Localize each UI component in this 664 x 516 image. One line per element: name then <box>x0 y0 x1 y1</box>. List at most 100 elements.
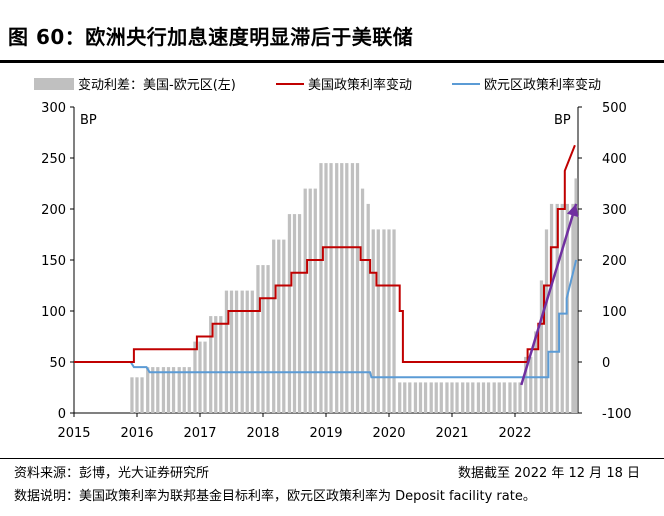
spread-bar <box>508 382 512 413</box>
spread-bar <box>539 280 544 413</box>
figure-title: 图 60：欧洲央行加息速度明显滞后于美联储 <box>8 25 414 49</box>
spread-bar <box>392 229 396 413</box>
spread-bar <box>209 316 213 413</box>
left-tick-label: 0 <box>58 407 66 422</box>
left-tick-label: 300 <box>41 101 66 116</box>
spread-bar <box>398 382 402 413</box>
spread-bar <box>403 382 407 413</box>
spread-bar <box>308 188 312 413</box>
spread-bar <box>261 265 265 413</box>
x-tick-label: 2019 <box>309 426 342 441</box>
spread-bar <box>486 382 491 413</box>
spread-bar <box>560 203 564 413</box>
title-rule <box>0 60 664 63</box>
spread-bar <box>177 367 181 413</box>
date-note: 数据截至 2022 年 12 月 18 日 <box>458 466 640 481</box>
spread-bar <box>130 377 134 413</box>
left-tick-label: 250 <box>41 152 66 167</box>
spread-bar <box>313 188 317 413</box>
left-tick-label: 200 <box>41 203 66 218</box>
spread-bar <box>256 265 260 413</box>
x-tick-label: 2021 <box>435 426 468 441</box>
spread-bar <box>287 214 292 413</box>
legend-label-us: 美国政策利率变动 <box>308 77 412 93</box>
x-tick-label: 2016 <box>120 426 153 441</box>
spread-bar <box>135 377 139 413</box>
spread-bar <box>198 341 202 413</box>
chart-legend: 变动利差：美国-欧元区(左) 美国政策利率变动 欧元区政策利率变动 <box>34 77 601 93</box>
x-tick-label: 2015 <box>57 426 90 441</box>
legend-label-eu: 欧元区政策利率变动 <box>484 77 601 93</box>
spread-bar <box>371 229 375 413</box>
spread-bar <box>360 188 365 413</box>
left-tick-label: 100 <box>41 305 66 320</box>
spread-bar <box>193 341 197 413</box>
spread-bar <box>466 382 470 413</box>
chart-axes: 0 50 100 150 200 250 300 -100 0 100 200 300 400 500 20… <box>41 101 631 441</box>
spread-bar <box>303 188 307 413</box>
spread-bar <box>461 382 465 413</box>
eu-rate-line <box>74 259 578 379</box>
trend-arrow-head <box>566 203 579 218</box>
right-tick-label: 300 <box>602 203 627 218</box>
spread-bar <box>324 163 328 413</box>
spread-bar <box>340 163 344 413</box>
spread-bar <box>544 229 549 413</box>
x-tick-label: 2017 <box>183 426 216 441</box>
spread-bar <box>513 382 517 413</box>
spread-bar <box>219 316 223 413</box>
spread-bar <box>418 382 423 413</box>
spread-bar <box>382 229 386 413</box>
spread-bar <box>161 367 166 413</box>
spread-bar <box>319 163 323 413</box>
spread-bar <box>439 382 443 413</box>
us-rate-line <box>74 144 576 363</box>
footer-rule <box>0 458 664 459</box>
spread-bar <box>413 382 418 413</box>
right-unit-label: BP <box>554 113 571 128</box>
spread-bar <box>408 382 412 413</box>
source-note: 资料来源：彭博，光大证券研究所 <box>14 466 210 481</box>
spread-bar <box>387 229 391 413</box>
spread-bar <box>471 382 475 413</box>
spread-bar <box>171 367 176 413</box>
right-tick-label: 400 <box>602 152 627 167</box>
spread-bar <box>574 178 578 413</box>
spread-bar <box>214 316 218 413</box>
spread-bar <box>240 290 244 413</box>
spread-bar <box>366 203 370 413</box>
spread-bar <box>277 239 281 413</box>
spread-bar <box>329 163 333 413</box>
spread-bar <box>429 382 433 413</box>
spread-bar <box>151 367 155 413</box>
spread-bar <box>376 229 380 413</box>
spread-bar <box>423 382 428 413</box>
spread-bar <box>481 382 486 413</box>
spread-bar <box>182 367 186 413</box>
spread-bar <box>229 290 234 413</box>
spread-bar <box>555 203 559 413</box>
right-tick-label: -100 <box>602 407 632 422</box>
spread-bar <box>476 382 481 413</box>
spread-bar <box>203 341 207 413</box>
left-tick-label: 150 <box>41 254 66 269</box>
spread-bar <box>492 382 496 413</box>
trend-arrow-shaft <box>520 203 578 386</box>
spread-bar <box>434 382 438 413</box>
right-tick-label: 200 <box>602 254 627 269</box>
spread-bar <box>524 356 528 413</box>
legend-label-spread: 变动利差：美国-欧元区(左) <box>78 77 236 93</box>
spread-bar <box>234 290 239 413</box>
spread-bar <box>156 367 160 413</box>
left-unit-label: BP <box>80 113 97 128</box>
spread-bar <box>245 290 249 413</box>
right-tick-label: 0 <box>602 356 610 371</box>
spread-bar <box>497 382 501 413</box>
spread-bars <box>130 163 578 413</box>
spread-bar <box>140 377 144 413</box>
rate-spread-chart: 变动利差：美国-欧元区(左) 美国政策利率变动 欧元区政策利率变动 0 50 100… <box>34 77 632 441</box>
right-tick-label: 500 <box>602 101 627 116</box>
spread-bar <box>224 290 229 413</box>
spread-bar <box>345 163 349 413</box>
spread-bar <box>272 239 276 413</box>
